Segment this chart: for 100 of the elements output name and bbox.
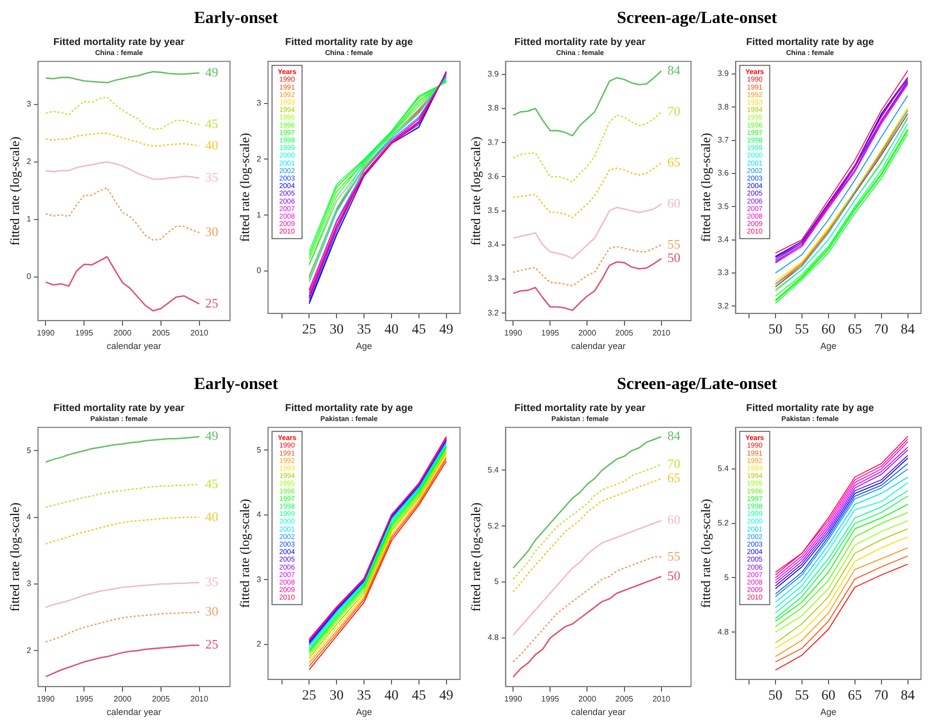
y-tick-label: 5.4 — [718, 464, 730, 474]
text: Screen-age/Late-onset — [616, 374, 778, 393]
x-tick-label: 49 — [439, 322, 454, 338]
series-label: 30 — [205, 603, 218, 618]
series-label: 40 — [205, 508, 218, 524]
y-tick-label: 3.3 — [488, 274, 500, 284]
y-tick-label: 3 — [256, 98, 262, 108]
series-label: 40 — [205, 137, 218, 152]
y-axis-title: fitted rate (log-scale) — [237, 132, 252, 242]
y-tick-label: 2 — [256, 154, 262, 164]
series-label: 65 — [667, 154, 680, 170]
y-tick-label: 2 — [26, 157, 32, 166]
x-tick-label: 2010 — [652, 328, 671, 338]
x-tick-label: 30 — [330, 322, 344, 338]
x-axis-title: calendar year — [106, 707, 162, 718]
series-label: 55 — [667, 548, 680, 564]
chart-title: Fitted mortality rate by year — [53, 402, 185, 414]
y-tick-label: 5 — [494, 577, 500, 586]
series-label: 35 — [205, 169, 218, 184]
y-tick-label: 3.7 — [718, 136, 730, 145]
y-axis-title: fitted rate (log-scale) — [237, 498, 252, 608]
text: Screen-age/Late-onset — [616, 8, 778, 27]
chart-title: Fitted mortality rate by year — [53, 36, 185, 48]
x-tick-label: 2005 — [152, 328, 170, 338]
y-tick-label: 3.4 — [488, 240, 500, 250]
y-tick-label: 2 — [256, 640, 262, 649]
x-tick-label: 60 — [821, 688, 836, 704]
x-tick-label: 2010 — [190, 328, 209, 338]
y-tick-label: 3.8 — [718, 102, 730, 112]
x-tick-label: 70 — [874, 322, 888, 338]
x-tick-label: 45 — [412, 322, 426, 338]
series-label: 45 — [205, 476, 218, 492]
chart-title: Fitted mortality rate by age — [285, 402, 414, 414]
y-tick-label: 3.7 — [488, 138, 500, 147]
x-tick-label: 1995 — [541, 694, 560, 704]
series-label: 49 — [205, 64, 218, 80]
y-tick-label: 3 — [26, 100, 32, 109]
y-tick-label: 5 — [256, 445, 262, 454]
y-tick-label: 3.2 — [488, 308, 500, 318]
x-tick-label: 2005 — [615, 328, 634, 338]
x-tick-label: 60 — [821, 322, 836, 338]
series-label: 50 — [667, 568, 680, 583]
x-tick-label: 35 — [357, 322, 372, 338]
x-tick-label: 50 — [768, 322, 782, 338]
y-tick-label: 3.8 — [488, 104, 500, 113]
series-label: 84 — [667, 62, 681, 78]
chart-title: Fitted mortality rate by age — [285, 36, 414, 48]
x-tick-label: 65 — [848, 322, 862, 338]
y-tick-label: 5 — [26, 446, 32, 455]
x-axis-title: calendar year — [571, 341, 626, 352]
x-tick-label: 1995 — [75, 694, 94, 704]
y-tick-label: 4 — [26, 512, 32, 522]
x-tick-label: 55 — [794, 688, 809, 704]
y-tick-label: 5.4 — [488, 465, 500, 474]
chart-title: Fitted mortality rate by year — [514, 36, 646, 48]
x-tick-label: 2000 — [114, 328, 132, 338]
series-label: 60 — [667, 195, 680, 210]
x-tick-label: 1990 — [504, 694, 523, 704]
x-tick-label: 2010 — [652, 694, 671, 704]
series-label: 30 — [205, 224, 218, 240]
x-tick-label: 84 — [900, 688, 915, 704]
x-tick-label: 2005 — [615, 694, 634, 704]
y-tick-label: 1 — [256, 210, 262, 220]
x-axis-title: Age — [820, 707, 836, 718]
x-tick-label: 84 — [900, 322, 915, 338]
x-axis-title: Age — [356, 707, 372, 718]
y-tick-label: 1 — [26, 214, 32, 224]
chart-title: Fitted mortality rate by age — [746, 36, 874, 48]
y-axis-title: fitted rate (log-scale) — [468, 502, 484, 612]
series-label: 35 — [205, 574, 218, 590]
y-tick-label: 2 — [26, 646, 32, 655]
x-tick-label: 40 — [384, 322, 398, 338]
x-tick-label: 25 — [302, 322, 316, 338]
series-label: 55 — [667, 236, 680, 252]
x-tick-label: 1995 — [541, 328, 560, 338]
y-tick-label: 5.2 — [488, 521, 500, 530]
series-label: 49 — [205, 428, 218, 444]
y-tick-label: 3.4 — [718, 234, 730, 244]
y-tick-label: 5.2 — [718, 518, 730, 528]
y-tick-label: 4.8 — [488, 633, 500, 642]
x-tick-label: 2000 — [578, 328, 597, 338]
y-tick-label: 5 — [724, 572, 730, 582]
y-tick-label: 3.5 — [718, 202, 730, 211]
text: Early-onset — [194, 374, 278, 393]
x-tick-label: 45 — [412, 688, 426, 704]
series-label: 84 — [667, 428, 681, 444]
x-axis-title: calendar year — [571, 707, 626, 718]
x-tick-label: 1990 — [36, 694, 56, 704]
y-axis-title: fitted rate (log-scale) — [698, 132, 714, 242]
series-label: 70 — [667, 103, 680, 118]
x-tick-label: 70 — [874, 688, 888, 704]
series-label: 65 — [667, 470, 680, 485]
y-tick-label: 3.3 — [718, 268, 730, 278]
y-tick-label: 0 — [26, 272, 32, 282]
series-label: 60 — [667, 512, 680, 527]
series-label: 25 — [205, 636, 218, 652]
y-axis-title: fitted rate (log-scale) — [468, 136, 484, 246]
x-tick-label: 25 — [302, 688, 316, 704]
chart-title: Fitted mortality rate by year — [514, 402, 646, 414]
series-label: 45 — [205, 116, 218, 132]
